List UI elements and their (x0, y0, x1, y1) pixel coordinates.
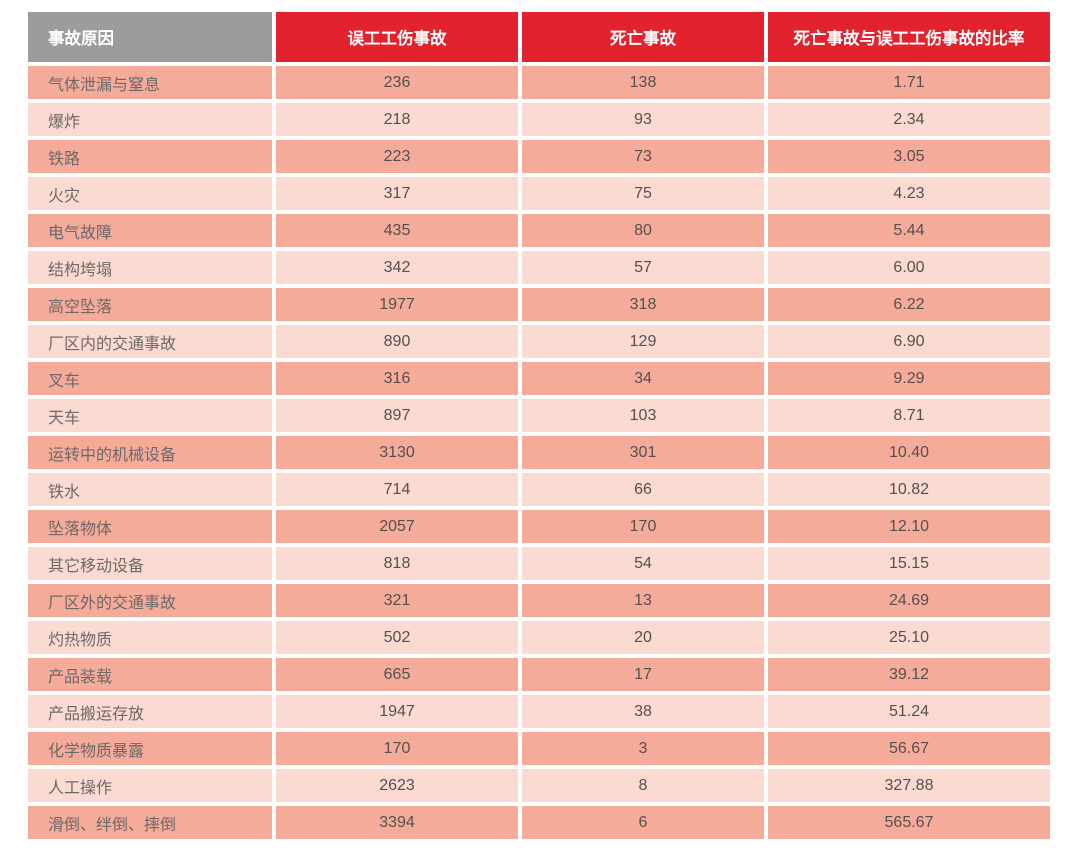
value-cell: 25.10 (768, 621, 1050, 654)
value-cell: 316 (276, 362, 518, 395)
value-cell: 435 (276, 214, 518, 247)
value-cell: 17 (522, 658, 764, 691)
value-cell: 38 (522, 695, 764, 728)
header-fatal-accidents: 死亡事故 (522, 12, 764, 62)
value-cell: 318 (522, 288, 764, 321)
value-cell: 170 (522, 510, 764, 543)
value-cell: 502 (276, 621, 518, 654)
value-cell: 714 (276, 473, 518, 506)
value-cell: 2.34 (768, 103, 1050, 136)
value-cell: 2057 (276, 510, 518, 543)
value-cell: 3.05 (768, 140, 1050, 173)
value-cell: 12.10 (768, 510, 1050, 543)
value-cell: 301 (522, 436, 764, 469)
cause-cell: 人工操作 (28, 769, 272, 802)
cause-cell: 化学物质暴露 (28, 732, 272, 765)
value-cell: 4.23 (768, 177, 1050, 210)
value-cell: 80 (522, 214, 764, 247)
value-cell: 890 (276, 325, 518, 358)
value-cell: 73 (522, 140, 764, 173)
value-cell: 327.88 (768, 769, 1050, 802)
value-cell: 1947 (276, 695, 518, 728)
value-cell: 10.82 (768, 473, 1050, 506)
value-cell: 236 (276, 66, 518, 99)
value-cell: 9.29 (768, 362, 1050, 395)
value-cell: 3394 (276, 806, 518, 839)
accident-statistics-page: 事故原因 误工工伤事故 死亡事故 死亡事故与误工工伤事故的比率 气体泄漏与窒息 2… (28, 12, 1050, 839)
value-cell: 8 (522, 769, 764, 802)
value-cell: 6.90 (768, 325, 1050, 358)
value-cell: 34 (522, 362, 764, 395)
value-cell: 129 (522, 325, 764, 358)
cause-cell: 产品搬运存放 (28, 695, 272, 728)
cause-cell: 天车 (28, 399, 272, 432)
value-cell: 54 (522, 547, 764, 580)
value-cell: 1.71 (768, 66, 1050, 99)
value-cell: 5.44 (768, 214, 1050, 247)
cause-cell: 其它移动设备 (28, 547, 272, 580)
cause-cell: 厂区外的交通事故 (28, 584, 272, 617)
value-cell: 8.71 (768, 399, 1050, 432)
cause-cell: 坠落物体 (28, 510, 272, 543)
cause-cell: 叉车 (28, 362, 272, 395)
value-cell: 665 (276, 658, 518, 691)
value-cell: 342 (276, 251, 518, 284)
value-cell: 10.40 (768, 436, 1050, 469)
value-cell: 57 (522, 251, 764, 284)
value-cell: 93 (522, 103, 764, 136)
value-cell: 3130 (276, 436, 518, 469)
value-cell: 321 (276, 584, 518, 617)
value-cell: 20 (522, 621, 764, 654)
value-cell: 15.15 (768, 547, 1050, 580)
cause-cell: 电气故障 (28, 214, 272, 247)
value-cell: 897 (276, 399, 518, 432)
value-cell: 39.12 (768, 658, 1050, 691)
value-cell: 170 (276, 732, 518, 765)
cause-cell: 产品装载 (28, 658, 272, 691)
value-cell: 138 (522, 66, 764, 99)
value-cell: 565.67 (768, 806, 1050, 839)
cause-cell: 爆炸 (28, 103, 272, 136)
value-cell: 13 (522, 584, 764, 617)
cause-cell: 铁路 (28, 140, 272, 173)
header-fatal-to-injury-ratio: 死亡事故与误工工伤事故的比率 (768, 12, 1050, 62)
header-accident-cause: 事故原因 (28, 12, 272, 62)
cause-cell: 火灾 (28, 177, 272, 210)
value-cell: 6.22 (768, 288, 1050, 321)
cause-cell: 气体泄漏与窒息 (28, 66, 272, 99)
value-cell: 56.67 (768, 732, 1050, 765)
cause-cell: 厂区内的交通事故 (28, 325, 272, 358)
cause-cell: 灼热物质 (28, 621, 272, 654)
value-cell: 2623 (276, 769, 518, 802)
value-cell: 103 (522, 399, 764, 432)
value-cell: 3 (522, 732, 764, 765)
cause-cell: 滑倒、绊倒、摔倒 (28, 806, 272, 839)
value-cell: 218 (276, 103, 518, 136)
cause-cell: 铁水 (28, 473, 272, 506)
header-lost-time-injuries: 误工工伤事故 (276, 12, 518, 62)
value-cell: 66 (522, 473, 764, 506)
value-cell: 6.00 (768, 251, 1050, 284)
value-cell: 223 (276, 140, 518, 173)
value-cell: 317 (276, 177, 518, 210)
value-cell: 6 (522, 806, 764, 839)
value-cell: 24.69 (768, 584, 1050, 617)
accident-table: 事故原因 误工工伤事故 死亡事故 死亡事故与误工工伤事故的比率 气体泄漏与窒息 2… (28, 12, 1050, 839)
value-cell: 1977 (276, 288, 518, 321)
value-cell: 818 (276, 547, 518, 580)
value-cell: 75 (522, 177, 764, 210)
cause-cell: 运转中的机械设备 (28, 436, 272, 469)
cause-cell: 结构垮塌 (28, 251, 272, 284)
cause-cell: 高空坠落 (28, 288, 272, 321)
value-cell: 51.24 (768, 695, 1050, 728)
